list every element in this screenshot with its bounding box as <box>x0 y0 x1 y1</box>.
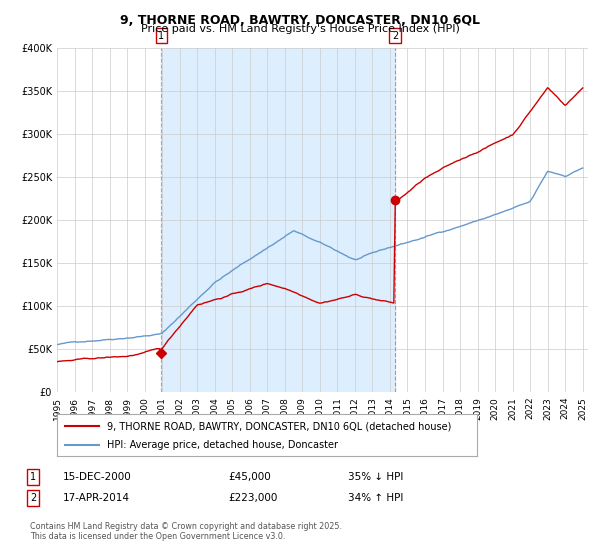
Bar <box>161 48 395 392</box>
Text: 2: 2 <box>30 493 36 503</box>
Text: 9, THORNE ROAD, BAWTRY, DONCASTER, DN10 6QL (detached house): 9, THORNE ROAD, BAWTRY, DONCASTER, DN10 … <box>107 421 452 431</box>
Text: £223,000: £223,000 <box>228 493 277 503</box>
Text: Contains HM Land Registry data © Crown copyright and database right 2025.
This d: Contains HM Land Registry data © Crown c… <box>30 522 342 542</box>
Text: 17-APR-2014: 17-APR-2014 <box>63 493 130 503</box>
Text: 35% ↓ HPI: 35% ↓ HPI <box>348 472 403 482</box>
Text: 1: 1 <box>158 31 164 41</box>
Text: 9, THORNE ROAD, BAWTRY, DONCASTER, DN10 6QL: 9, THORNE ROAD, BAWTRY, DONCASTER, DN10 … <box>120 14 480 27</box>
Text: 1: 1 <box>30 472 36 482</box>
Text: Price paid vs. HM Land Registry's House Price Index (HPI): Price paid vs. HM Land Registry's House … <box>140 24 460 34</box>
Text: 15-DEC-2000: 15-DEC-2000 <box>63 472 132 482</box>
Text: £45,000: £45,000 <box>228 472 271 482</box>
Text: 2: 2 <box>392 31 398 41</box>
Text: 34% ↑ HPI: 34% ↑ HPI <box>348 493 403 503</box>
Text: HPI: Average price, detached house, Doncaster: HPI: Average price, detached house, Donc… <box>107 440 338 450</box>
